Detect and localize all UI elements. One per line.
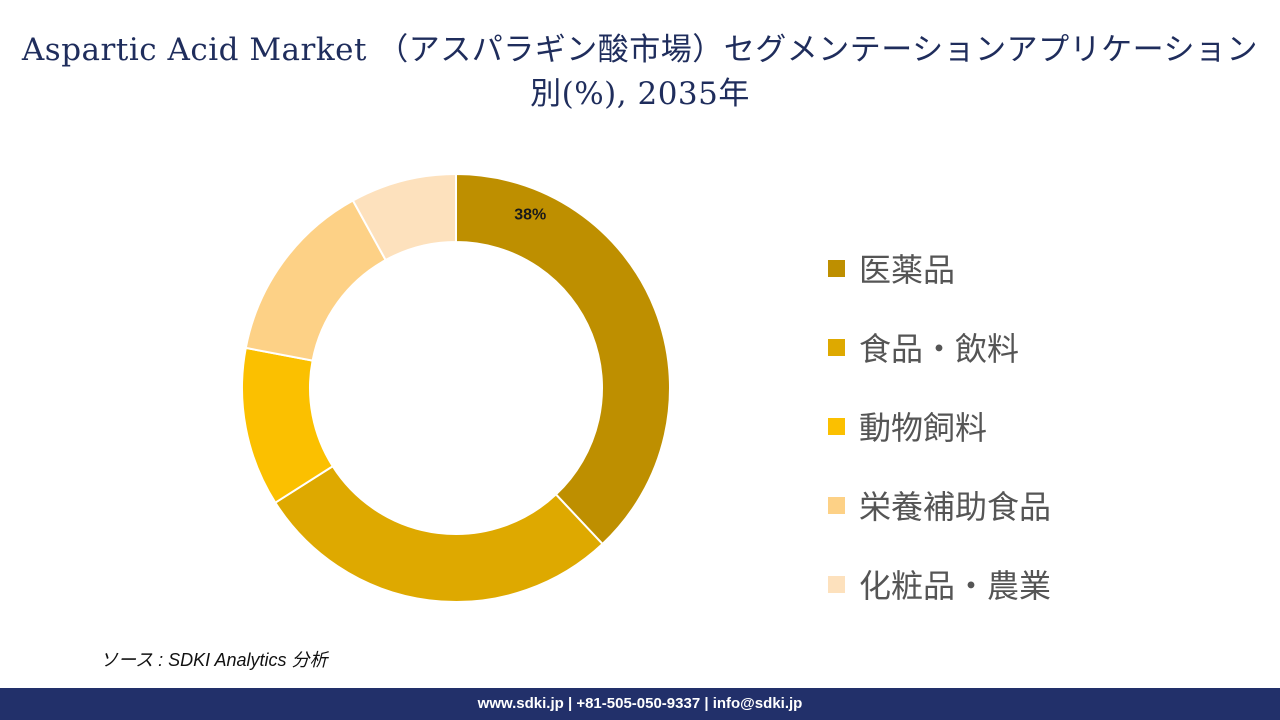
legend-swatch-3 (828, 417, 845, 435)
legend-swatch-2 (828, 338, 845, 356)
legend-swatch-5 (828, 575, 845, 593)
legend-label-5: 化粧品・農業 (859, 567, 1052, 605)
donut-slice-4 (244, 199, 388, 362)
legend-swatch-1 (828, 259, 845, 277)
legend-item-3: 動物飼料 (828, 406, 1248, 447)
donut-slice-2 (273, 464, 604, 603)
contact-footer: www.sdki.jp | +81-505-050-9337 | info@sd… (0, 688, 1280, 720)
donut-slice-1 (455, 172, 671, 546)
data-label-1: 38% (514, 206, 546, 223)
legend-item-1: 医薬品 (828, 248, 1248, 289)
chart-title: Aspartic Acid Market （アスパラギン酸市場）セグメンテーショ… (21, 32, 1259, 112)
legend-label-2: 食品・飲料 (859, 330, 1020, 368)
chart-legend: 医薬品食品・飲料動物飼料栄養補助食品 化粧品・農業 (828, 248, 1248, 643)
legend-label-1: 医薬品 (859, 251, 956, 289)
legend-swatch-4 (828, 496, 845, 514)
legend-item-4: 栄養補助食品 (828, 485, 1248, 526)
donut-slice-5 (351, 172, 457, 262)
legend-label-4: 栄養補助食品 (859, 488, 1052, 526)
legend-item-2: 食品・飲料 (828, 327, 1248, 368)
source-note: ソース : SDKI Analytics 分析 (100, 650, 328, 670)
legend-item-5: 化粧品・農業 (828, 564, 1248, 605)
legend-label-3: 動物飼料 (859, 409, 988, 447)
